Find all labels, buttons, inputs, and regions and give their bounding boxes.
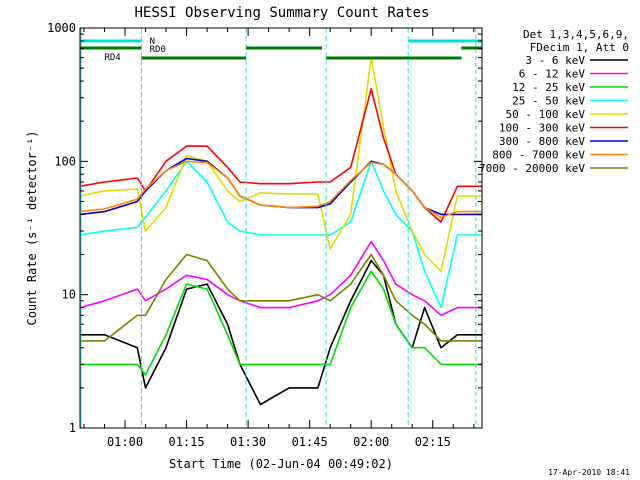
legend-header-line-1: Det 1,3,4,5,6,9, (523, 28, 629, 41)
legend-label: 800 - 7000 keV (492, 149, 585, 162)
rd4-bar (326, 56, 462, 60)
x-tick-label: 01:30 (230, 435, 266, 449)
y-tick-label: 1000 (47, 21, 76, 35)
x-tick-label: 01:00 (107, 435, 143, 449)
y-axis-label: Count Rate (s⁻¹ detector⁻¹) (25, 130, 39, 325)
night-bar (80, 39, 142, 43)
series-line-25-50-kev (79, 160, 482, 309)
legend-label: 300 - 800 keV (499, 135, 585, 148)
marker-label-rd4: RD4 (104, 53, 120, 63)
axes-layer: 1 10 100 1000 01:00 01:15 01:30 01:45 02:00 02:15 (47, 21, 482, 449)
timestamp: 17-Apr-2010 18:41 (548, 468, 630, 477)
series-line-3-6-kev (80, 259, 482, 406)
series-line-50-100-kev (79, 56, 482, 273)
series-layer (79, 56, 482, 406)
series-line-12-25-kev (80, 270, 482, 376)
rd4-bar (141, 56, 247, 60)
legend-label: 12 - 25 keV (512, 81, 585, 94)
legend-label: 3 - 6 keV (525, 54, 585, 67)
marker-label-n: N (150, 37, 155, 47)
rd0-bar (461, 46, 482, 50)
series-line-6-12-kev (79, 240, 482, 317)
legend-label: 25 - 50 keV (512, 95, 585, 108)
marker-label-rd0: RD0 (150, 45, 166, 55)
legend-header-line-2: FDecim 1, Att 0 (530, 41, 629, 54)
x-tick-label: 02:00 (353, 435, 389, 449)
legend-label: 6 - 12 keV (519, 68, 586, 81)
legend-label: 7000 - 20000 keV (479, 162, 585, 175)
x-tick-label: 01:45 (292, 435, 328, 449)
rd0-bar (246, 46, 322, 50)
legend-label: 100 - 300 keV (499, 122, 585, 135)
y-tick-label: 10 (62, 288, 76, 302)
chart-title: HESSI Observing Summary Count Rates (134, 5, 429, 21)
x-axis-label: Start Time (02-Jun-04 00:49:02) (169, 457, 393, 471)
plot-frame (79, 27, 483, 429)
y-tick-label: 1 (69, 421, 76, 435)
night-bar (408, 39, 482, 43)
series-line-7000-20000-kev (80, 253, 482, 342)
x-tick-label: 01:15 (168, 435, 204, 449)
legend-label: 50 - 100 keV (506, 108, 586, 121)
rd0-bar (80, 46, 142, 50)
series-line-800-7000-kev (79, 160, 482, 219)
x-tick-label: 02:15 (415, 435, 451, 449)
y-tick-label: 100 (54, 154, 76, 168)
